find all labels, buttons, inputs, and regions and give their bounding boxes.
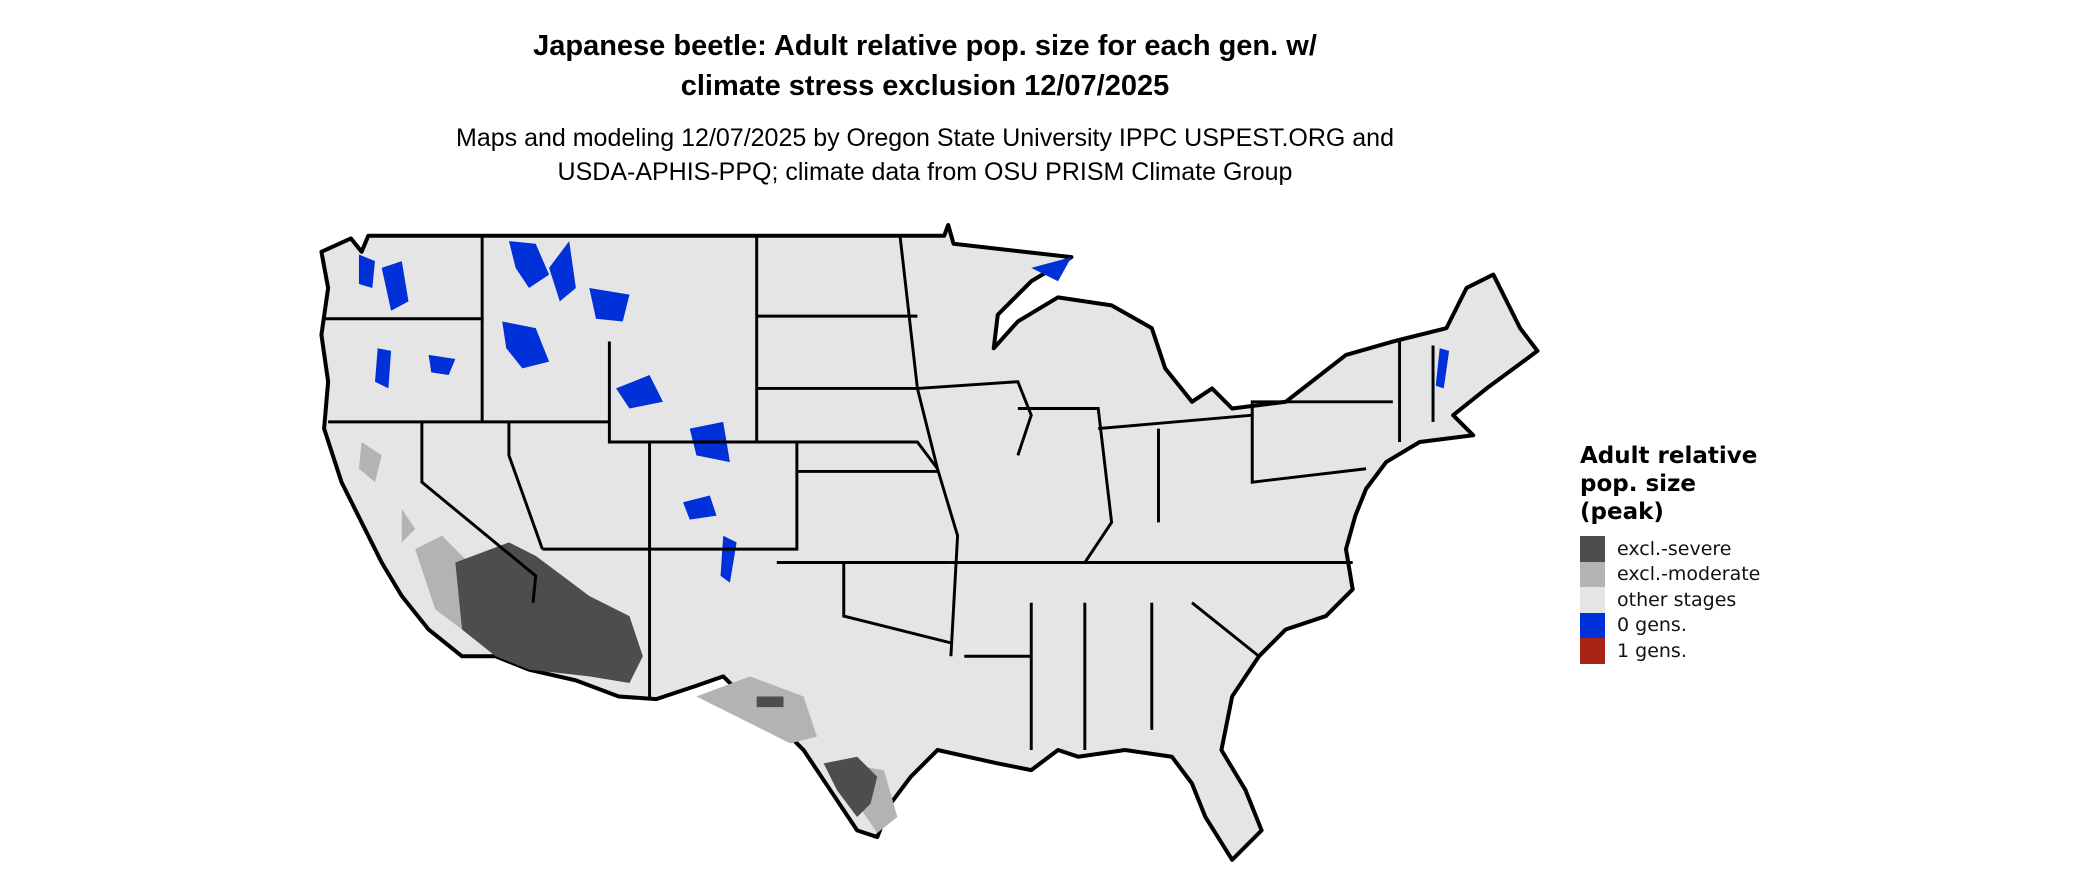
legend-label: excl.-moderate xyxy=(1617,563,1761,586)
legend-swatch xyxy=(1580,561,1605,587)
legend-swatch xyxy=(1580,638,1605,664)
us-land xyxy=(319,223,1540,862)
legend-item-1-gens: 1 gens. xyxy=(1580,638,1780,664)
map-subtitle-line1: Maps and modeling 12/07/2025 by Oregon S… xyxy=(456,124,1394,152)
legend-item-other-stages: other stages xyxy=(1580,587,1780,613)
legend-label: 1 gens. xyxy=(1617,639,1687,662)
legend-title: Adult relative pop. size (peak) xyxy=(1580,443,1758,525)
map-title-line1: Japanese beetle: Adult relative pop. siz… xyxy=(533,30,1317,62)
legend-item-excl-severe: excl.-severe xyxy=(1580,536,1780,562)
zero-gens-areas xyxy=(358,241,1450,583)
state-borders xyxy=(324,235,1435,751)
map-legend: Adult relative pop. size (peak) excl.-se… xyxy=(1580,442,1780,664)
legend-label: excl.-severe xyxy=(1617,537,1732,560)
legend-item-0-gens: 0 gens. xyxy=(1580,612,1780,638)
legend-swatch xyxy=(1580,587,1605,613)
map-title-line2: climate stress exclusion 12/07/2025 xyxy=(680,70,1170,102)
legend-label: 0 gens. xyxy=(1617,614,1687,637)
legend-label: other stages xyxy=(1617,588,1737,611)
legend-swatch xyxy=(1580,536,1605,562)
legend-swatch xyxy=(1580,612,1605,638)
legend-item-excl-moderate: excl.-moderate xyxy=(1580,561,1780,587)
map-subtitle-line2: USDA-APHIS-PPQ; climate data from OSU PR… xyxy=(557,158,1293,186)
excl-severe-areas xyxy=(455,542,878,817)
